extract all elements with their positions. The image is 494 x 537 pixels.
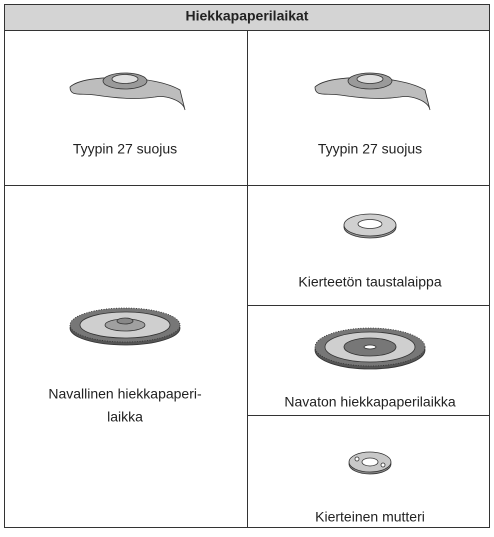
cell-label: Tyypin 27 suojus (73, 141, 177, 157)
header-bg (4, 4, 490, 30)
guard-icon (69, 72, 186, 111)
guard-icon (314, 72, 431, 111)
cell-label: Tyypin 27 suojus (318, 141, 422, 157)
cell-label: laikka (107, 409, 143, 425)
hubbed-disc-icon (69, 307, 181, 346)
cell-label: Kierteinen mutteri (315, 509, 425, 525)
cell-label: Kierteetön taustalaippa (298, 274, 441, 290)
cell-label: Navaton hiekkapaperilaikka (284, 394, 455, 410)
nut-icon (348, 451, 392, 475)
cell-label: Navallinen hiekkapaperi- (48, 386, 202, 402)
grid (4, 4, 490, 528)
flange-icon (343, 213, 397, 239)
hubless-disc-icon (314, 327, 426, 370)
header-title: Hiekkapaperilaikat (186, 8, 309, 24)
